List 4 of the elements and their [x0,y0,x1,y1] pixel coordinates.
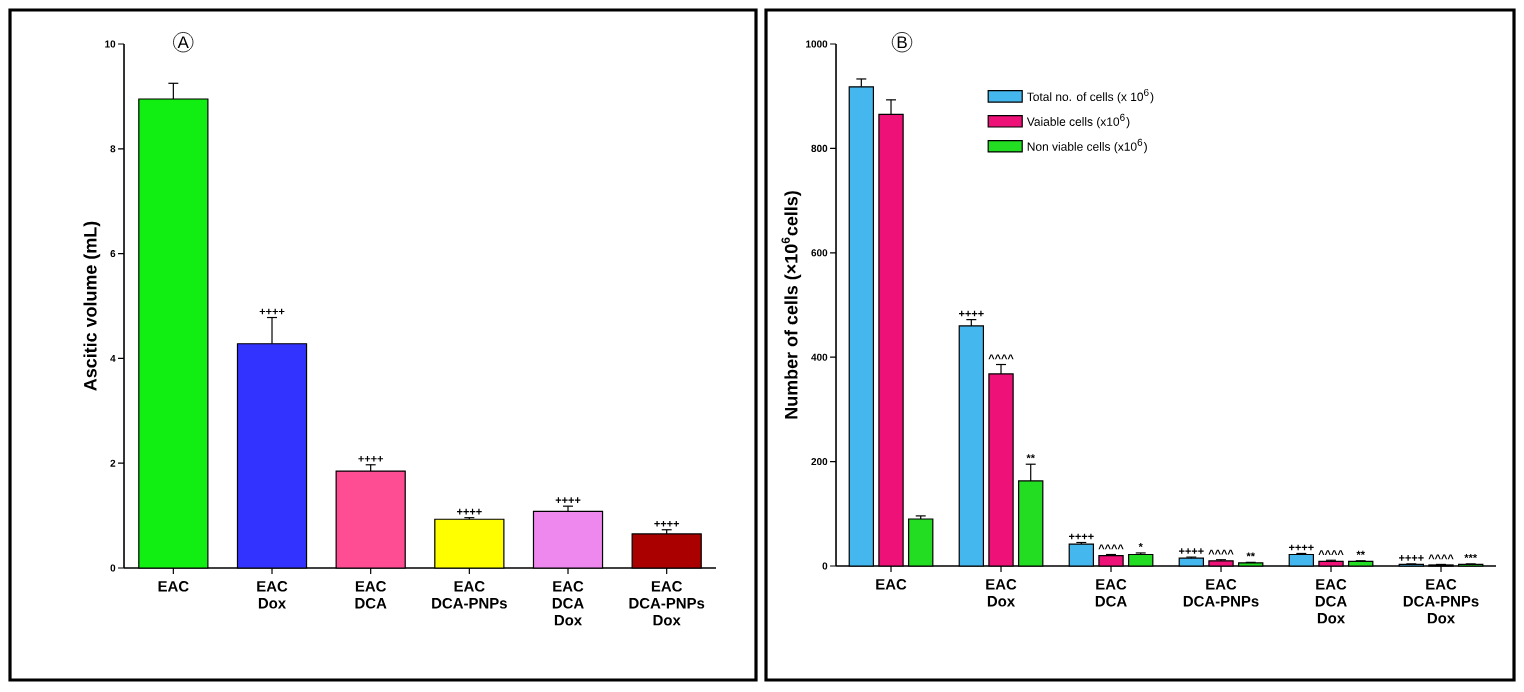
y-axis-title: Ascitic volume (mL) [83,221,101,391]
chart-title: B [897,36,907,49]
chart-title: A [177,36,189,49]
y-axis-title: Number of cells (×10$^{6}$cells) [781,191,802,419]
